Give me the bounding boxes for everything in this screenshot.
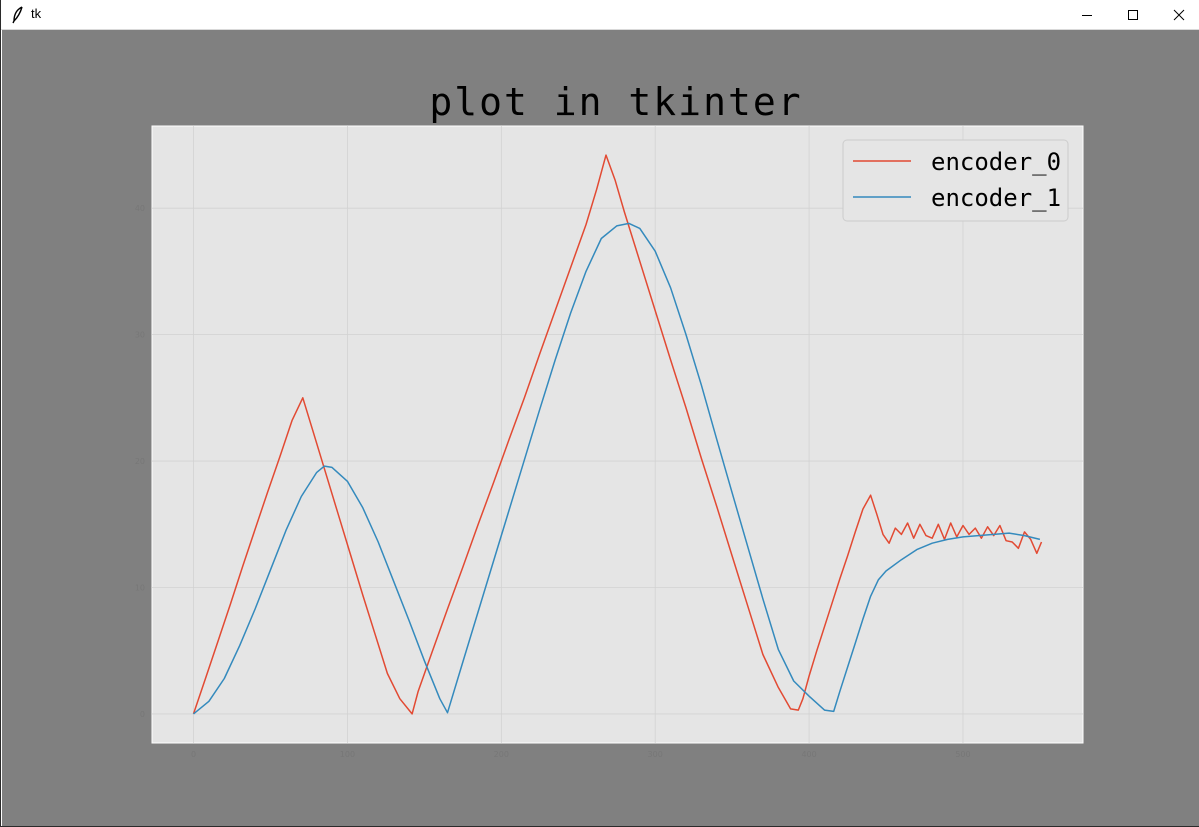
chart-title: plot in tkinter	[429, 80, 803, 124]
x-tick-label: 200	[494, 750, 509, 759]
series-line-encoder_0	[192, 154, 1043, 715]
legend: encoder_0 encoder_1	[842, 139, 1069, 222]
title-bar[interactable]: tk	[1, 0, 1199, 30]
x-tick-label: 500	[955, 750, 970, 759]
axis-ticks: 0 100 200 300 400 500 0 10 20 30 40	[135, 204, 971, 759]
plot-area	[151, 125, 1084, 744]
y-tick-label: 40	[135, 204, 145, 213]
window-title: tk	[31, 6, 42, 21]
x-tick-label: 400	[801, 750, 816, 759]
x-tick-label: 100	[340, 750, 355, 759]
x-tick-label: 0	[191, 750, 196, 759]
series-lines	[192, 154, 1043, 715]
x-tick-label: 300	[648, 750, 663, 759]
minimize-icon	[1082, 14, 1092, 16]
feather-icon	[11, 6, 25, 24]
y-tick-label: 10	[135, 583, 145, 592]
minimize-button[interactable]	[1064, 0, 1110, 29]
close-button[interactable]	[1156, 0, 1199, 29]
maximize-icon	[1128, 9, 1138, 20]
grid-lines	[152, 126, 1083, 743]
legend-label: encoder_1	[931, 184, 1061, 212]
series-line-encoder_1	[193, 222, 1041, 715]
maximize-button[interactable]	[1110, 0, 1156, 29]
y-tick-label: 0	[140, 710, 145, 719]
y-tick-label: 20	[135, 457, 145, 466]
legend-label: encoder_0	[931, 148, 1061, 176]
y-tick-label: 30	[135, 331, 145, 340]
close-icon	[1173, 9, 1185, 20]
